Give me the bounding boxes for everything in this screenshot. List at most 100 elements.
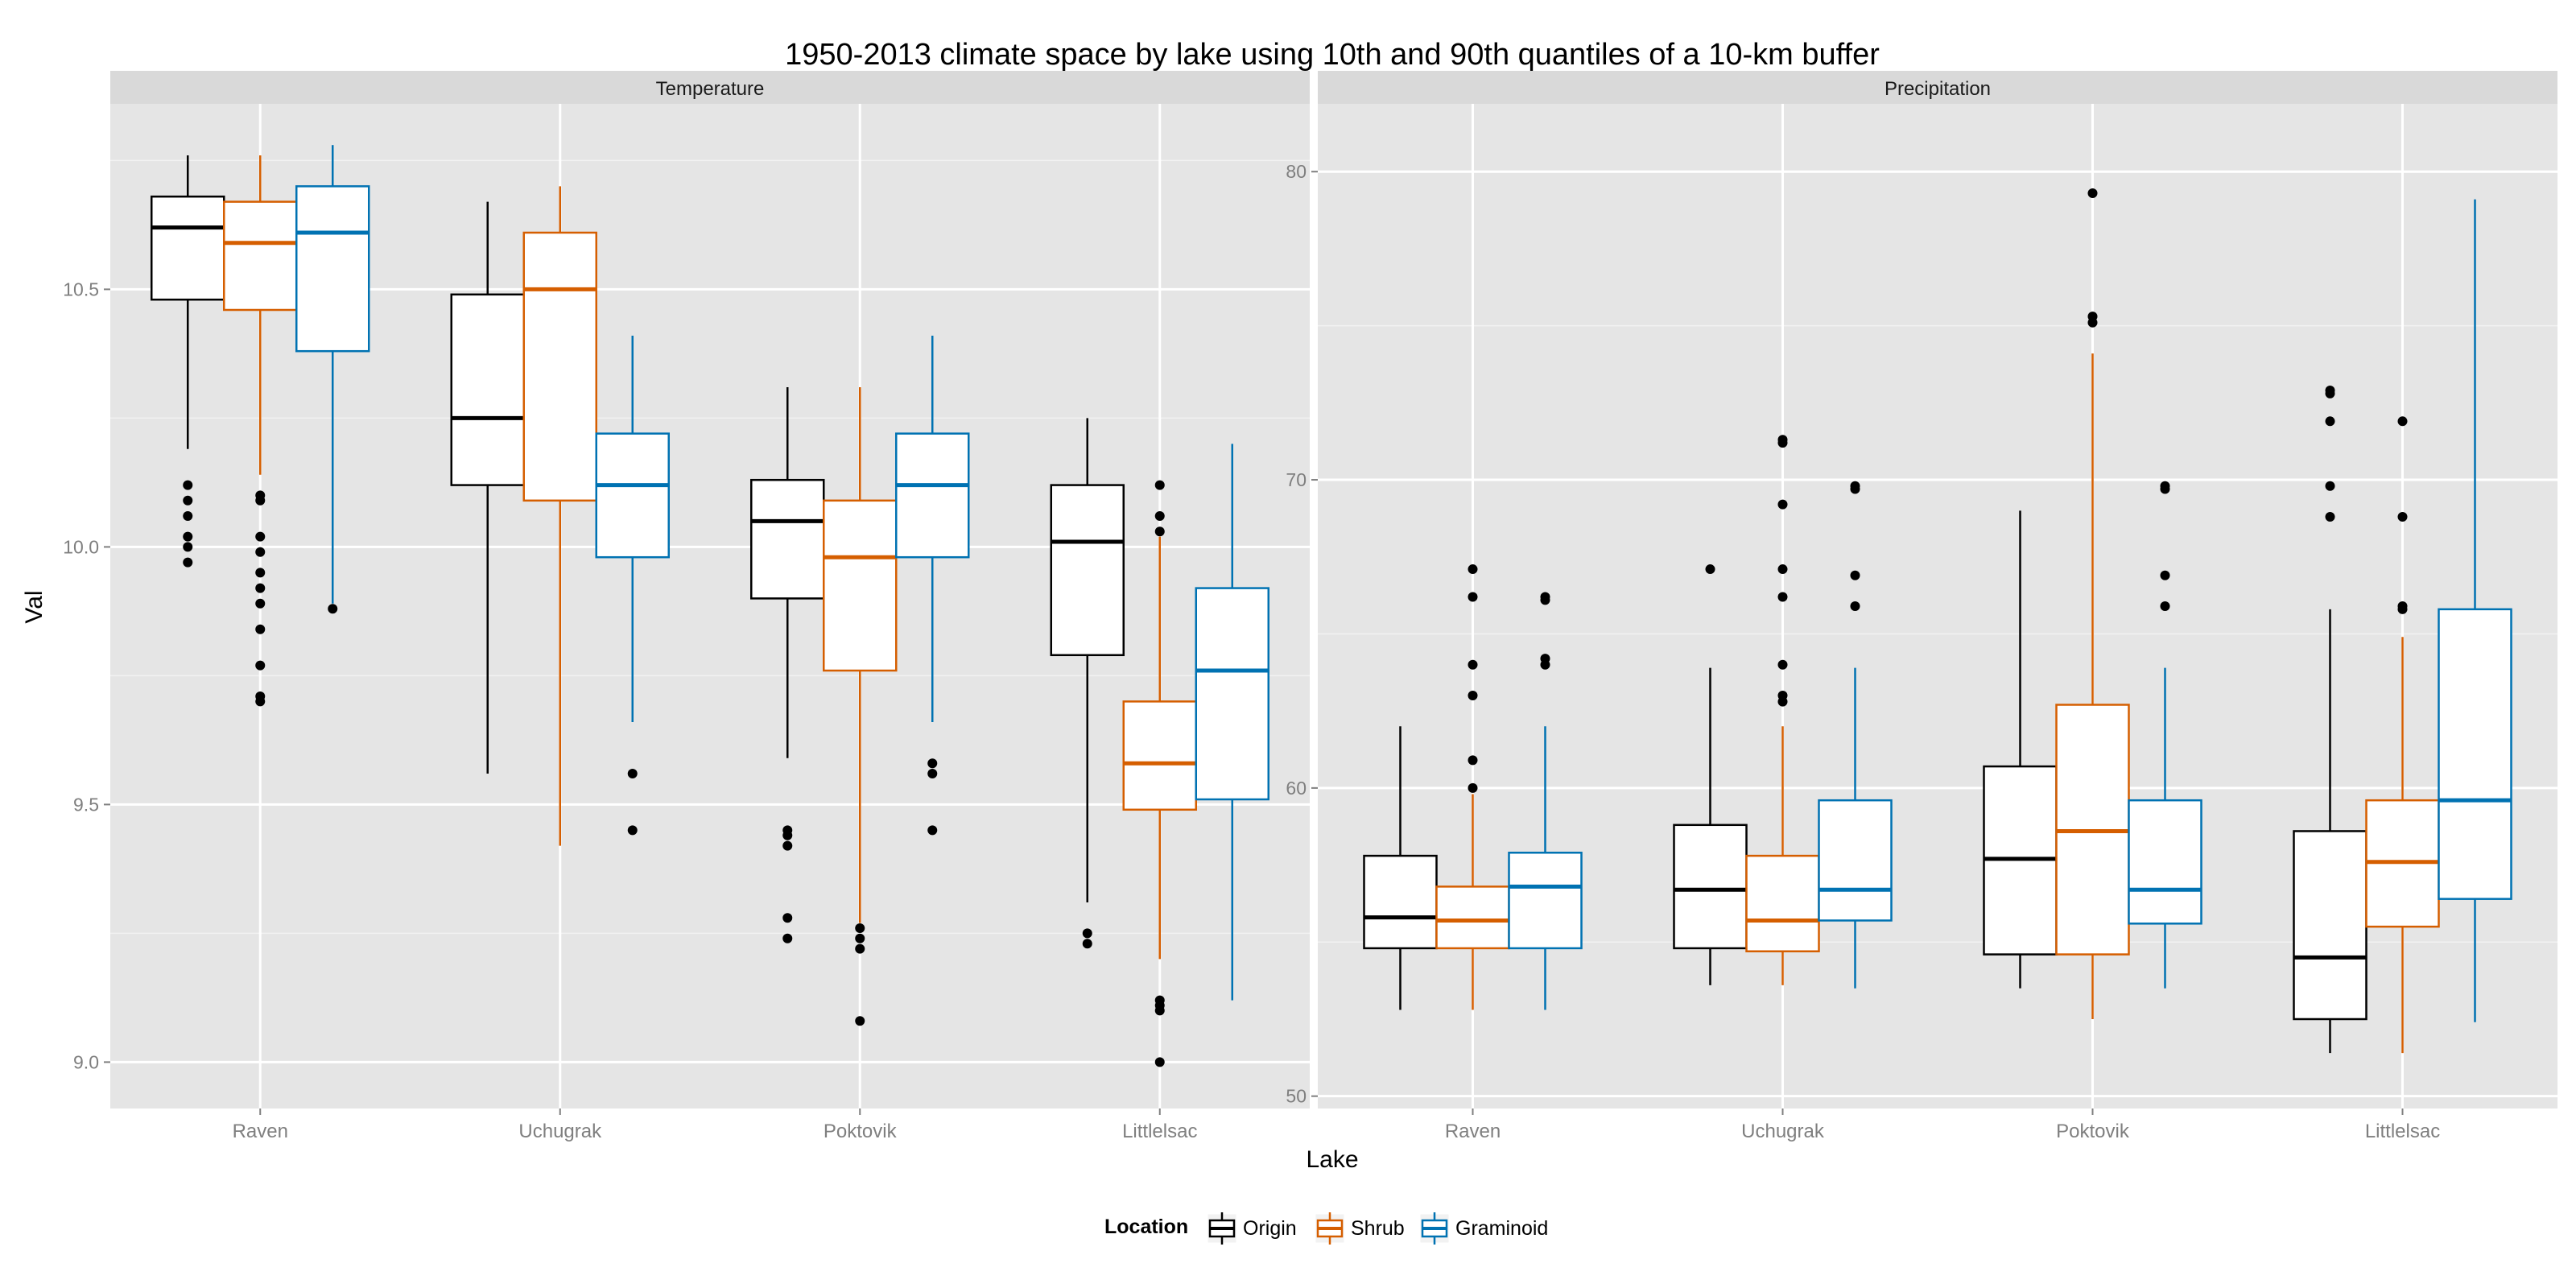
outlier-point <box>1468 564 1478 575</box>
legend-title: Location <box>1104 1216 1188 1238</box>
x-tick-label-raven: Raven <box>233 1121 288 1142</box>
outlier-point <box>855 933 865 943</box>
box-uchugrak-origin <box>1673 564 1748 985</box>
strip-label-temperature: Temperature <box>656 78 765 100</box>
outlier-point <box>2397 604 2408 614</box>
y-tick-label: 9.5 <box>73 794 99 815</box>
iqr-box <box>1435 886 1510 950</box>
box-littlelsac-shrub <box>1122 480 1197 1067</box>
outlier-point <box>1154 480 1165 490</box>
boxes-temperature <box>151 145 1269 1067</box>
outlier-point <box>2325 416 2335 427</box>
outlier-point <box>2087 317 2098 328</box>
box-uchugrak-shrub <box>522 186 597 846</box>
box-raven-shrub <box>1435 564 1510 1010</box>
outlier-point <box>1468 755 1478 766</box>
box-uchugrak-shrub <box>1745 435 1820 985</box>
legend-label-origin: Origin <box>1243 1217 1297 1240</box>
box-littlelsac-shrub <box>2365 416 2440 1054</box>
outlier-point <box>1777 659 1788 670</box>
outlier-point <box>255 696 266 707</box>
y-tick-label: 10.0 <box>63 536 99 557</box>
iqr-box <box>151 195 225 301</box>
outlier-point <box>183 531 193 542</box>
x-tick-label-raven: Raven <box>1445 1121 1501 1142</box>
outlier-point <box>1850 570 1860 580</box>
iqr-box <box>750 478 825 600</box>
outlier-point <box>1540 595 1550 605</box>
box-raven-origin <box>151 155 225 568</box>
x-tick-label-uchugrak: Uchugrak <box>518 1121 602 1142</box>
iqr-box <box>450 293 525 486</box>
outlier-point <box>255 598 266 609</box>
iqr-box <box>295 185 370 353</box>
outlier-point <box>627 769 638 778</box>
y-tick-label: 70 <box>1286 469 1307 490</box>
x-tick-label-uchugrak: Uchugrak <box>1741 1121 1825 1142</box>
y-axis-temperature: 9.0 9.5 10.0 10.5 <box>63 279 110 1072</box>
x-axis-temperature: Raven Uchugrak Poktovik Littlelsac <box>233 1108 1197 1142</box>
iqr-box <box>522 231 597 502</box>
outlier-point <box>2087 188 2098 199</box>
y-tick-label: 50 <box>1286 1086 1307 1107</box>
iqr-box <box>1745 854 1820 953</box>
outlier-point <box>2160 484 2170 494</box>
y-tick-label: 80 <box>1286 161 1307 182</box>
box-uchugrak-graminoid <box>595 336 670 836</box>
outlier-point <box>1540 659 1550 670</box>
y-axis-title: Val <box>21 590 47 623</box>
legend-label-graminoid: Graminoid <box>1455 1217 1548 1240</box>
box-littlelsac-origin <box>2293 386 2368 1054</box>
box-uchugrak-graminoid <box>1818 481 1893 989</box>
outlier-point <box>1705 564 1715 575</box>
outlier-point <box>183 542 193 552</box>
box-raven-graminoid <box>1508 592 1583 1010</box>
outlier-point <box>2325 481 2335 491</box>
x-axis-precipitation: Raven Uchugrak Poktovik Littlelsac <box>1445 1108 2440 1142</box>
box-raven-origin <box>1363 726 1438 1010</box>
iqr-box <box>1508 852 1583 950</box>
outlier-point <box>255 583 266 593</box>
iqr-box <box>1363 854 1438 950</box>
outlier-point <box>855 923 865 933</box>
outlier-point <box>782 933 793 943</box>
iqr-box <box>895 432 970 559</box>
outlier-point <box>1777 499 1788 510</box>
panel-temperature: Temperature 9.0 9.5 10.0 10.5 Raven Uchugrak… <box>63 71 1310 1142</box>
outlier-point <box>855 943 865 954</box>
outlier-point <box>1154 511 1165 521</box>
legend-entry-graminoid: Graminoid <box>1419 1212 1548 1245</box>
box-raven-graminoid <box>295 145 370 614</box>
box-littlelsac-origin <box>1050 418 1125 949</box>
outlier-point <box>2397 416 2408 427</box>
y-tick-label: 60 <box>1286 778 1307 799</box>
plot-area-precipitation <box>1318 104 2557 1108</box>
outlier-point <box>255 547 266 557</box>
outlier-point <box>927 758 938 769</box>
iqr-box <box>1122 700 1197 811</box>
outlier-point <box>183 511 193 521</box>
box-poktovik-graminoid <box>2128 481 2202 989</box>
outlier-point <box>2160 601 2170 611</box>
outlier-point <box>255 568 266 578</box>
outlier-point <box>1777 592 1788 602</box>
legend: Location Origin Shrub Graminoid <box>1104 1212 1548 1245</box>
outlier-point <box>328 604 338 614</box>
outlier-point <box>183 480 193 490</box>
y-axis-precipitation: 50 60 70 80 <box>1286 161 1318 1107</box>
legend-label-shrub: Shrub <box>1351 1217 1405 1240</box>
x-tick-label-littlelsac: Littlelsac <box>2365 1121 2440 1142</box>
outlier-point <box>2397 511 2408 522</box>
box-poktovik-origin <box>1983 510 2058 989</box>
outlier-point <box>782 830 793 840</box>
outlier-point <box>1468 691 1478 701</box>
outlier-point <box>782 913 793 923</box>
iqr-box <box>1195 587 1269 801</box>
boxes-precipitation <box>1363 188 2512 1054</box>
outlier-point <box>255 660 266 671</box>
outlier-point <box>255 531 266 542</box>
legend-entry-shrub: Shrub <box>1315 1212 1405 1245</box>
box-poktovik-shrub <box>823 387 898 1026</box>
iqr-box <box>2438 608 2512 900</box>
